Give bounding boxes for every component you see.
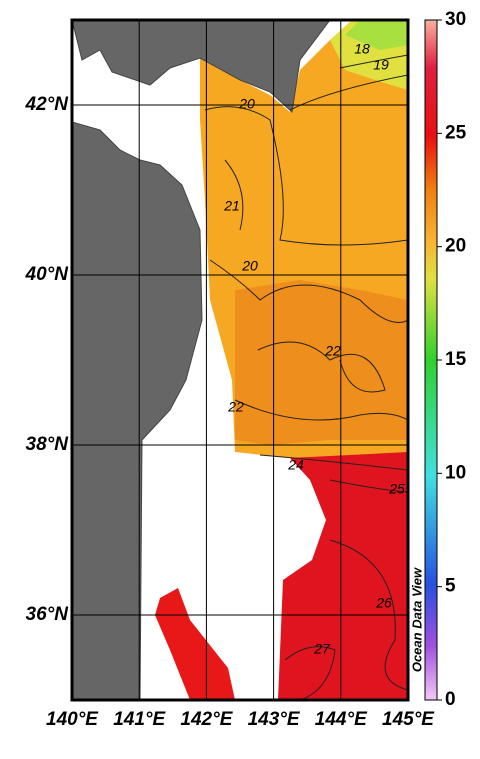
x-tick-label: 141°E	[113, 709, 166, 730]
sst-green	[345, 20, 408, 50]
contour-label: 26	[375, 595, 392, 611]
x-tick-label: 140°E	[46, 709, 99, 730]
y-tick-label: 36°N	[26, 604, 70, 625]
grid	[72, 20, 408, 700]
sst-red-blob	[155, 588, 235, 700]
y-tick-label: 42°N	[25, 94, 70, 115]
colorbar-label: 10	[445, 462, 466, 483]
colorbar-label: 5	[445, 576, 456, 597]
colorbar-label: 15	[445, 349, 467, 370]
contour-label: 19	[373, 57, 389, 73]
contour-label: 18	[354, 41, 370, 57]
land	[72, 20, 331, 113]
colorbar	[424, 19, 438, 701]
contour-label: 21	[223, 198, 240, 214]
contour-label: 27	[313, 641, 331, 657]
sst-red	[278, 452, 408, 700]
x-tick-label: 144°E	[315, 709, 368, 730]
sst-warm-patch	[235, 280, 408, 445]
contours	[204, 54, 408, 700]
x-tick-label: 145°E	[382, 709, 435, 730]
contour-label: 20	[241, 258, 258, 274]
y-tick-label: 38°N	[26, 434, 70, 455]
colorbar-label: 0	[445, 689, 456, 710]
watermark: Ocean Data View	[409, 567, 424, 672]
contour-label: 22	[227, 399, 244, 415]
map-frame	[70, 18, 410, 702]
colorbar-label: 25	[445, 122, 467, 143]
contour-label: 25	[388, 481, 405, 497]
map-area	[72, 20, 408, 700]
contour-label: 24	[287, 457, 304, 473]
colorbar-label: 20	[445, 236, 466, 257]
y-tick-label: 40°N	[25, 264, 70, 285]
x-tick-label: 142°E	[180, 709, 233, 730]
contour-label: 20	[238, 96, 255, 112]
contour-label: 22	[324, 343, 341, 359]
x-tick-label: 143°E	[248, 709, 301, 730]
colorbar-label: 30	[445, 9, 466, 30]
